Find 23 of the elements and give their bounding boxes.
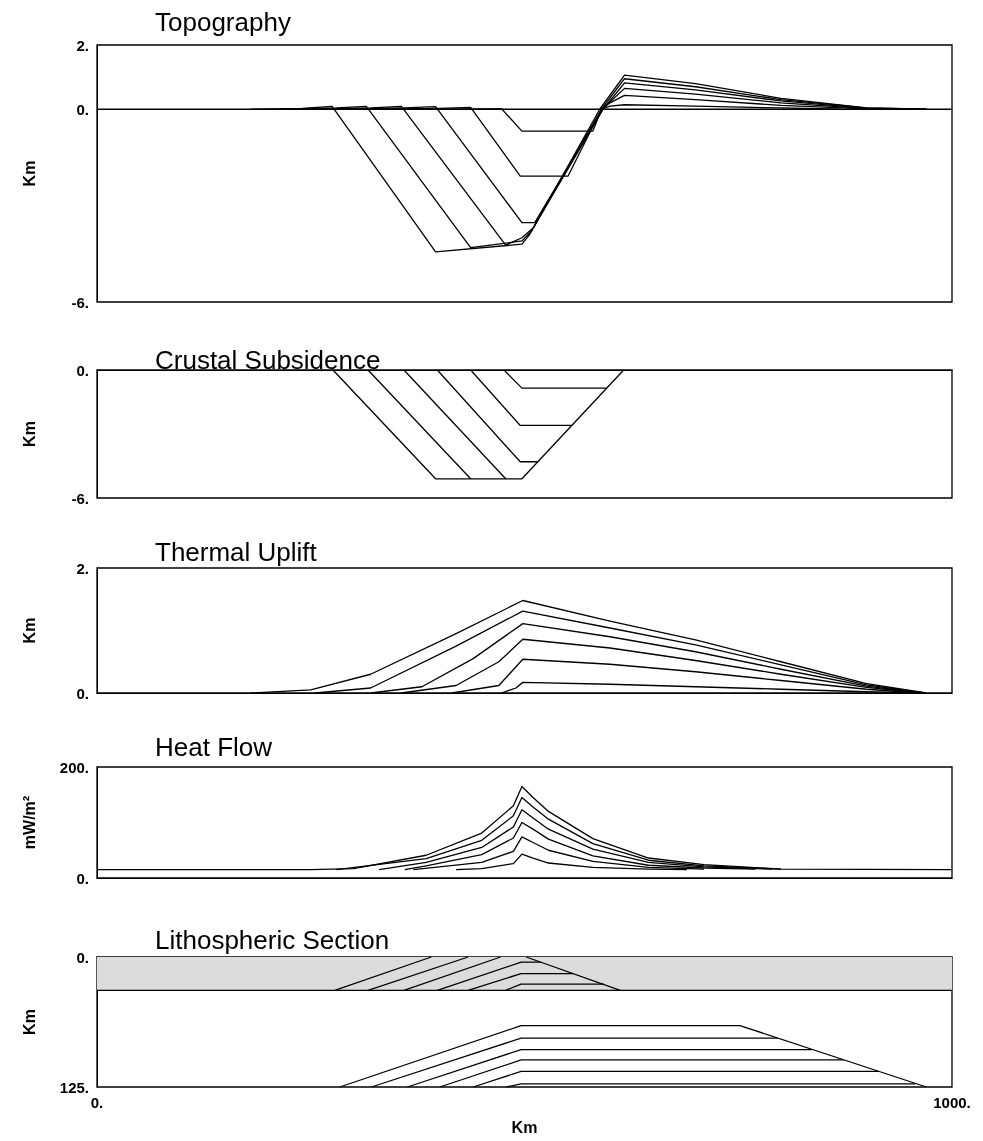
y-tick-label: 0. — [76, 100, 89, 118]
y-tick-label: 0. — [76, 361, 89, 379]
y-axis-title: mW/m² — [20, 795, 38, 850]
x-tick-label: 1000. — [933, 1094, 971, 1111]
y-axis-title: Km — [20, 421, 38, 447]
chart-title: Heat Flow — [155, 732, 273, 762]
chart-title: Thermal Uplift — [155, 537, 318, 567]
y-tick-label: 0. — [76, 948, 89, 966]
chart-title: Topography — [155, 7, 291, 37]
y-tick-label: -6. — [71, 489, 89, 507]
y-axis-title: Km — [20, 617, 38, 644]
y-tick-label: 125. — [59, 1078, 89, 1096]
y-tick-label: 200. — [59, 758, 89, 776]
y-tick-label: 0. — [76, 684, 89, 702]
chart-title: Crustal Subsidence — [155, 345, 381, 375]
y-axis-title: Km — [20, 1009, 38, 1035]
y-tick-label: 0. — [76, 869, 89, 887]
x-axis-title: Km — [511, 1118, 538, 1136]
chart-title: Lithospheric Section — [155, 925, 390, 955]
y-tick-label: -6. — [71, 293, 89, 311]
y-axis-title: Km — [20, 160, 38, 187]
y-tick-label: 2. — [76, 559, 89, 577]
y-tick-label: 2. — [76, 36, 89, 54]
